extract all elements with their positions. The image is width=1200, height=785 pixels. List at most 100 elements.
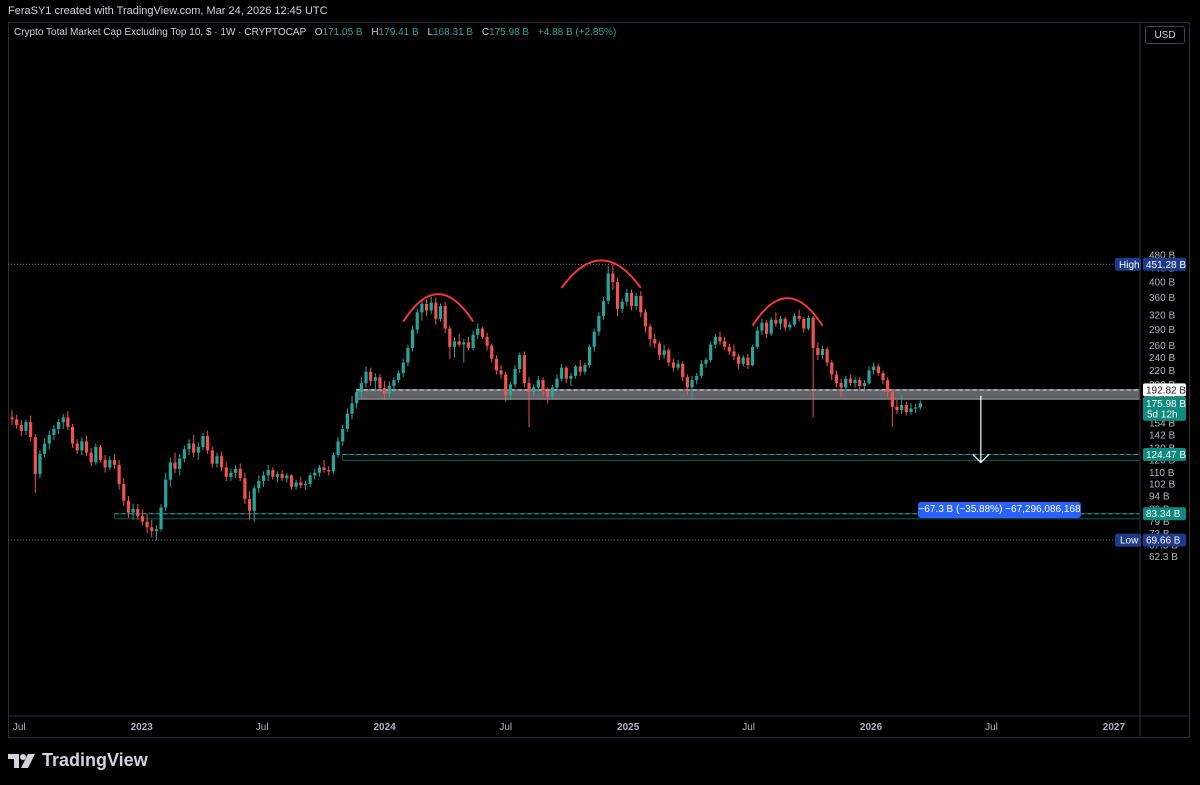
candle-body [220, 456, 224, 468]
close-label: C [481, 27, 490, 38]
candle [518, 352, 522, 374]
x-tick-label: Jul [13, 722, 26, 733]
candle [844, 375, 848, 391]
candle-body [746, 357, 750, 366]
candle [336, 437, 340, 458]
candle [224, 462, 228, 482]
low-label: L [427, 27, 433, 38]
candle-body [741, 357, 745, 364]
candle [690, 375, 694, 401]
candle-body [206, 436, 210, 451]
candle-body [271, 470, 275, 477]
candle-body [573, 366, 578, 376]
candle [788, 321, 792, 331]
candle [764, 319, 769, 338]
tradingview-logo-icon[interactable] [8, 753, 36, 769]
candle [625, 288, 629, 307]
candle-body [513, 369, 517, 385]
candle [904, 401, 908, 416]
candle [206, 430, 210, 454]
candle [327, 466, 331, 476]
candle-body [19, 424, 23, 431]
candle [900, 395, 904, 414]
candle [699, 360, 703, 379]
symbol-name[interactable]: Crypto Total Market Cap Excluding Top 10… [14, 27, 306, 38]
candle [29, 415, 33, 442]
tradingview-brand[interactable]: TradingView [42, 750, 148, 770]
candle [289, 474, 294, 490]
candle-body [131, 509, 135, 513]
head-shoulders-arc [402, 293, 474, 323]
candle [103, 455, 107, 473]
candle-body [806, 317, 811, 329]
candle-body [900, 405, 904, 411]
x-tick-label: Jul [256, 722, 269, 733]
candle-body [178, 458, 182, 469]
candle-body [331, 455, 335, 472]
candle [555, 374, 559, 393]
candle [862, 380, 866, 389]
candle [462, 339, 466, 363]
candle [685, 374, 689, 396]
y-tick-label: 110 B [1149, 468, 1175, 479]
candle [797, 309, 801, 322]
candle [713, 333, 717, 348]
candle [564, 366, 568, 383]
candle-body [396, 373, 401, 381]
x-tick-label: 2023 [131, 722, 154, 733]
candle-body [424, 303, 429, 311]
candle-body [774, 319, 778, 324]
candle [587, 344, 592, 368]
candle [24, 419, 28, 436]
candle [145, 514, 149, 534]
candle-body [154, 529, 158, 532]
candle-body [150, 527, 154, 532]
candle-body [103, 459, 107, 468]
candle-body [797, 315, 801, 319]
candle-body [122, 483, 126, 501]
candle [345, 408, 349, 432]
candle-body [522, 355, 526, 383]
candle [415, 308, 419, 334]
candle [760, 318, 764, 335]
candle [746, 353, 750, 370]
candle-body [192, 443, 196, 453]
candle-body [699, 363, 703, 376]
candle-body [914, 407, 918, 409]
candle-body [564, 367, 568, 379]
candle-body [457, 341, 461, 345]
candle-body [578, 366, 582, 372]
candle-body [825, 349, 829, 363]
candle [601, 296, 606, 320]
candle-body [448, 328, 452, 347]
candle [811, 315, 815, 418]
candle [522, 351, 526, 388]
candle-body [308, 475, 312, 484]
candle [504, 371, 508, 402]
candle [825, 346, 829, 367]
currency-button[interactable]: USD [1145, 26, 1185, 44]
candle [117, 459, 121, 490]
candle-body [597, 315, 601, 332]
candle-body [485, 336, 489, 346]
candle [350, 395, 354, 420]
candle [830, 360, 834, 381]
candle [615, 277, 620, 316]
candle [275, 471, 280, 483]
low-value: 168.31 B [433, 27, 474, 38]
candle [508, 381, 512, 401]
candle [359, 377, 363, 399]
candle [643, 308, 648, 333]
y-tick-label: 240 B [1149, 353, 1175, 364]
candle-body [299, 482, 303, 486]
candle-body [294, 482, 298, 487]
candle [66, 411, 70, 430]
candle-body [629, 292, 634, 307]
candle [592, 328, 596, 352]
candle [257, 475, 261, 493]
candle-body [504, 374, 508, 396]
candle-body [229, 472, 233, 477]
candle-body [583, 365, 587, 372]
candle [709, 341, 713, 363]
